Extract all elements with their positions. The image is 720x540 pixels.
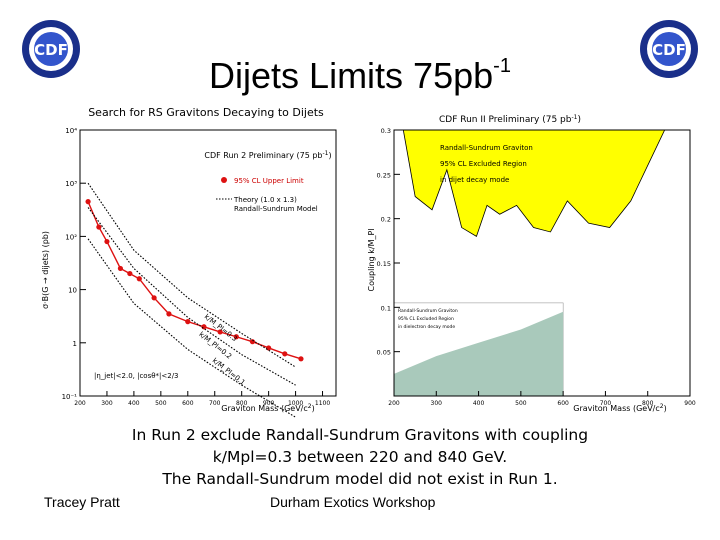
y-tick-label: 0.1 <box>381 304 391 312</box>
legend-label-limit: 95% CL Upper Limit <box>234 177 304 185</box>
y-tick-label: 10² <box>65 233 77 241</box>
x-tick-label: 600 <box>182 400 194 407</box>
limit-point <box>201 324 207 330</box>
y-tick-label: 10 <box>68 287 77 295</box>
y-tick-label: 0.2 <box>381 216 391 224</box>
x-tick-label: 900 <box>263 400 275 407</box>
limit-point <box>136 276 142 282</box>
x-tick-label: 300 <box>431 400 443 407</box>
y-tick-label: 10³ <box>65 180 77 188</box>
y-tick-label: 0.15 <box>377 260 391 268</box>
limit-point <box>104 238 110 245</box>
limit-point <box>117 265 124 272</box>
theory-curve <box>87 207 296 386</box>
chart-right-legend-line-1: Randall-Sundrum Graviton <box>440 144 533 152</box>
chart-right-legend-line-3: in dijet decay mode <box>440 176 509 184</box>
chart-left-xlabel: Graviton Mass (GeV/c2) <box>221 403 314 413</box>
excluded-region <box>402 129 666 237</box>
logo-text-left: CDF <box>34 41 68 59</box>
chart-right-legend-line-2: 95% CL Excluded Region <box>440 160 527 168</box>
legend-label-theory: Theory (1.0 x 1.3) <box>233 196 297 204</box>
x-tick-label: 500 <box>155 400 167 407</box>
x-tick-label: 500 <box>515 400 527 407</box>
x-tick-label: 1100 <box>315 400 330 407</box>
limit-point <box>249 339 256 345</box>
legend-marker-limit <box>221 177 227 183</box>
cross-section-limit-chart: Search for RS Gravitons Decaying to Dije… <box>41 106 337 418</box>
y-tick-label: 1 <box>73 340 77 348</box>
inset-legend-line: 95% CL Excluded Region <box>398 316 454 322</box>
y-tick-label: 0.05 <box>377 349 391 357</box>
x-tick-label: 800 <box>236 400 248 407</box>
chart-left-title: Search for RS Gravitons Decaying to Dije… <box>88 106 324 119</box>
theory-curve <box>87 238 296 418</box>
chart-right-plot-area: Randall-Sundrum Graviton 95% CL Excluded … <box>377 127 696 407</box>
y-tick-label: 0.25 <box>377 171 391 179</box>
x-tick-label: 800 <box>642 400 654 407</box>
legend-label-rs-model: Randall-Sundrum Model <box>234 205 318 213</box>
x-tick-label: 1000 <box>288 400 303 407</box>
theory-curve-label: k/M_Pl=0.1 <box>211 357 247 387</box>
y-tick-label: 0.3 <box>381 127 391 135</box>
footer-author: Tracey Pratt <box>44 494 120 510</box>
chart-left-cut-note: |η_jet|<2.0, |cosθ*|<2/3 <box>94 372 179 380</box>
cdf-logo-right: CDF <box>640 20 698 78</box>
slide-title-sup: -1 <box>493 55 511 77</box>
x-tick-label: 300 <box>101 400 113 407</box>
chart-right-xlabel: Graviton Mass (GeV/c2) <box>573 403 666 413</box>
limit-curve <box>87 201 302 360</box>
inset-legend-line: Randall-Sundrum Graviton <box>398 308 458 314</box>
chart-left-subtitle: CDF Run 2 Preliminary (75 pb-1) <box>204 150 331 160</box>
caption-line-1: In Run 2 exclude Randall-Sundrum Gravito… <box>131 426 589 444</box>
limit-point <box>298 356 304 362</box>
slide-caption: In Run 2 exclude Randall-Sundrum Gravito… <box>80 424 640 490</box>
x-tick-label: 900 <box>684 400 696 407</box>
caption-line-2: k/Mpl=0.3 between 220 and 840 GeV. <box>212 448 508 466</box>
limit-point <box>96 224 102 230</box>
x-tick-label: 400 <box>128 400 140 407</box>
inset-legend-line: in dielectron decay mode <box>398 324 455 330</box>
chart-left-ylabel: σ·B(G → dijets) (pb) <box>41 231 50 309</box>
limit-point <box>266 345 272 351</box>
x-tick-label: 200 <box>388 400 400 407</box>
x-tick-label: 400 <box>473 400 485 407</box>
coupling-exclusion-chart: CDF Run II Preliminary (75 pb-1) Randall… <box>367 114 696 413</box>
chart-right-ylabel: Coupling k/M_Pl <box>367 228 376 291</box>
limit-point <box>166 311 172 317</box>
footer-event: Durham Exotics Workshop <box>270 494 436 510</box>
caption-line-3: The Randall-Sundrum model did not exist … <box>162 470 558 488</box>
y-tick-label: 10⁻¹ <box>62 393 78 401</box>
slide-title: Dijets Limits 75pb-1 <box>0 44 720 98</box>
cdf-logo-left: CDF <box>22 20 80 78</box>
limit-point <box>282 351 288 357</box>
x-tick-label: 600 <box>557 400 569 407</box>
limit-point <box>85 199 91 205</box>
x-tick-label: 700 <box>600 400 612 407</box>
limit-point <box>127 270 133 277</box>
inset-excluded-region <box>394 302 564 396</box>
chart-left-frame <box>79 129 337 397</box>
logo-text-right: CDF <box>652 41 686 59</box>
limit-point <box>233 334 239 340</box>
limit-point <box>217 329 223 335</box>
slide-title-main: Dijets Limits 75pb <box>209 55 494 96</box>
chart-right-title: CDF Run II Preliminary (75 pb-1) <box>439 114 581 125</box>
y-tick-label: 10⁴ <box>65 127 77 135</box>
x-tick-label: 200 <box>74 400 86 407</box>
limit-point <box>151 295 157 301</box>
x-tick-label: 700 <box>209 400 221 407</box>
limit-point <box>185 319 191 325</box>
